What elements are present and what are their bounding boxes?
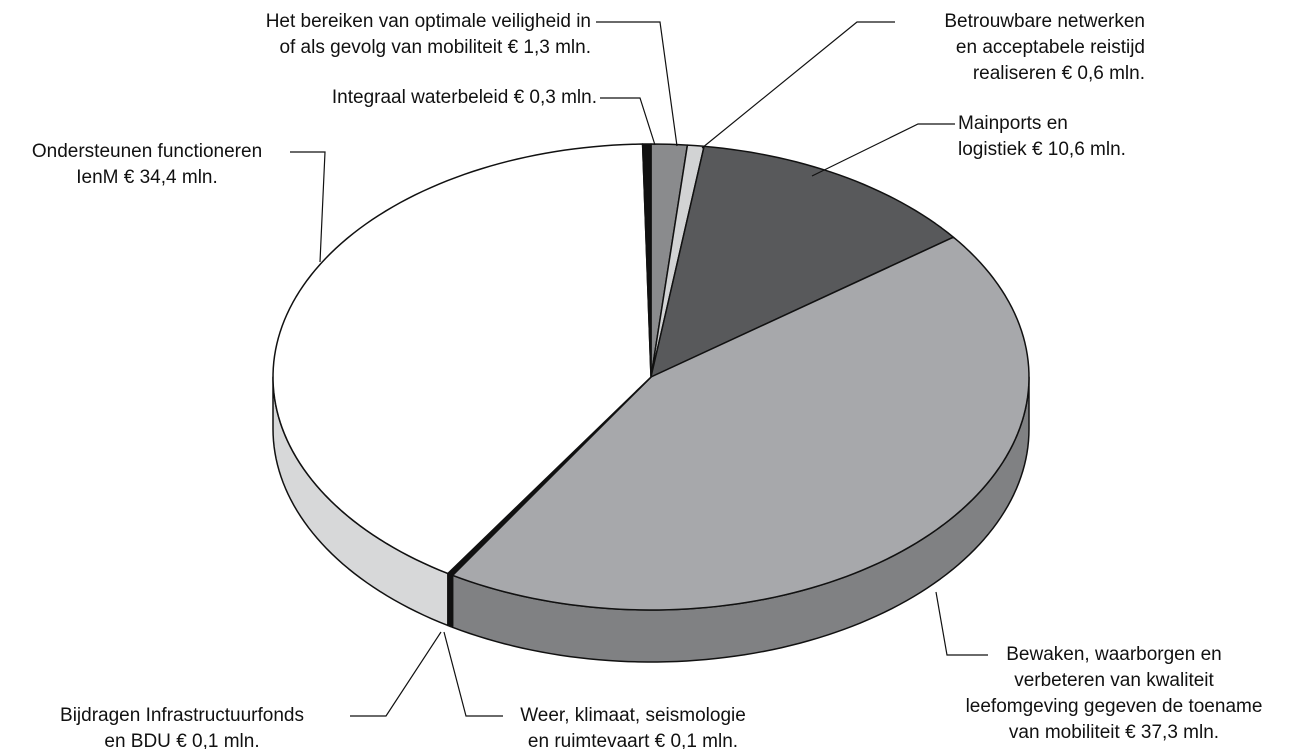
value-label: € 0,6 mln. bbox=[1062, 63, 1145, 84]
label-line: Weer, klimaat, seismologie bbox=[520, 705, 746, 726]
label-line: Ondersteunen functioneren bbox=[32, 141, 262, 162]
label-line: verbeteren van kwaliteit bbox=[1014, 670, 1214, 691]
slice-label: Bewaken, waarborgen en verbeteren van kwa… bbox=[966, 644, 1263, 743]
value-label: € 10,6 mln. bbox=[1032, 139, 1126, 160]
label-line: IenM bbox=[76, 167, 118, 188]
pie-slice bbox=[272, 143, 652, 575]
leader-line bbox=[600, 97, 656, 146]
leader-line bbox=[350, 631, 442, 717]
label-line: en BDU bbox=[104, 731, 171, 749]
label-line: leefomgeving gegeven de toename bbox=[966, 696, 1263, 717]
pie-slice bbox=[451, 236, 1030, 611]
leader-line bbox=[290, 151, 326, 263]
value-label: € 0,1 mln. bbox=[176, 731, 259, 749]
label-line: en ruimtevaart bbox=[528, 731, 650, 749]
slice-label: Integraal waterbeleid € 0,3 mln. bbox=[332, 87, 597, 108]
slice-label: Ondersteunen functioneren IenM € 34,4 mln… bbox=[32, 141, 262, 188]
pie-slice bbox=[641, 143, 652, 378]
leader-line bbox=[596, 21, 678, 147]
label-line: Betrouwbare netwerken bbox=[944, 11, 1145, 32]
label-line: en acceptabele reistijd bbox=[956, 37, 1145, 58]
slice-label: Het bereiken van optimale veiligheid in o… bbox=[266, 11, 591, 58]
leader-line bbox=[701, 21, 895, 149]
label-line: logistiek bbox=[958, 139, 1027, 160]
label-line: Het bereiken van optimale veiligheid in bbox=[266, 11, 591, 32]
leader-line bbox=[443, 631, 503, 717]
slice-label: Bijdragen Infrastructuurfonds en BDU € 0,… bbox=[60, 705, 304, 749]
label-line: Integraal waterbeleid bbox=[332, 87, 508, 108]
label-line: realiseren bbox=[973, 63, 1056, 84]
value-label: € 37,3 mln. bbox=[1125, 722, 1219, 743]
slice-label: Mainports en logistiek € 10,6 mln. bbox=[958, 113, 1126, 160]
value-label: € 0,1 mln. bbox=[655, 731, 738, 749]
value-label: € 34,4 mln. bbox=[124, 167, 218, 188]
leader-line bbox=[935, 591, 988, 656]
value-label: € 0,3 mln. bbox=[514, 87, 597, 108]
pie-slice bbox=[650, 145, 955, 378]
slice-label: Weer, klimaat, seismologie en ruimtevaart… bbox=[520, 705, 746, 749]
label-line: van mobiliteit bbox=[1009, 722, 1121, 743]
value-label: € 1,3 mln. bbox=[508, 37, 591, 58]
label-line: Mainports en bbox=[958, 113, 1068, 134]
label-line: of als gevolg van mobiliteit bbox=[279, 37, 503, 58]
leader-line bbox=[811, 123, 955, 177]
label-line: Bijdragen Infrastructuurfonds bbox=[60, 705, 304, 726]
label-line: Bewaken, waarborgen en bbox=[1006, 644, 1221, 665]
slice-label: Betrouwbare netwerken en acceptabele reis… bbox=[944, 11, 1145, 84]
